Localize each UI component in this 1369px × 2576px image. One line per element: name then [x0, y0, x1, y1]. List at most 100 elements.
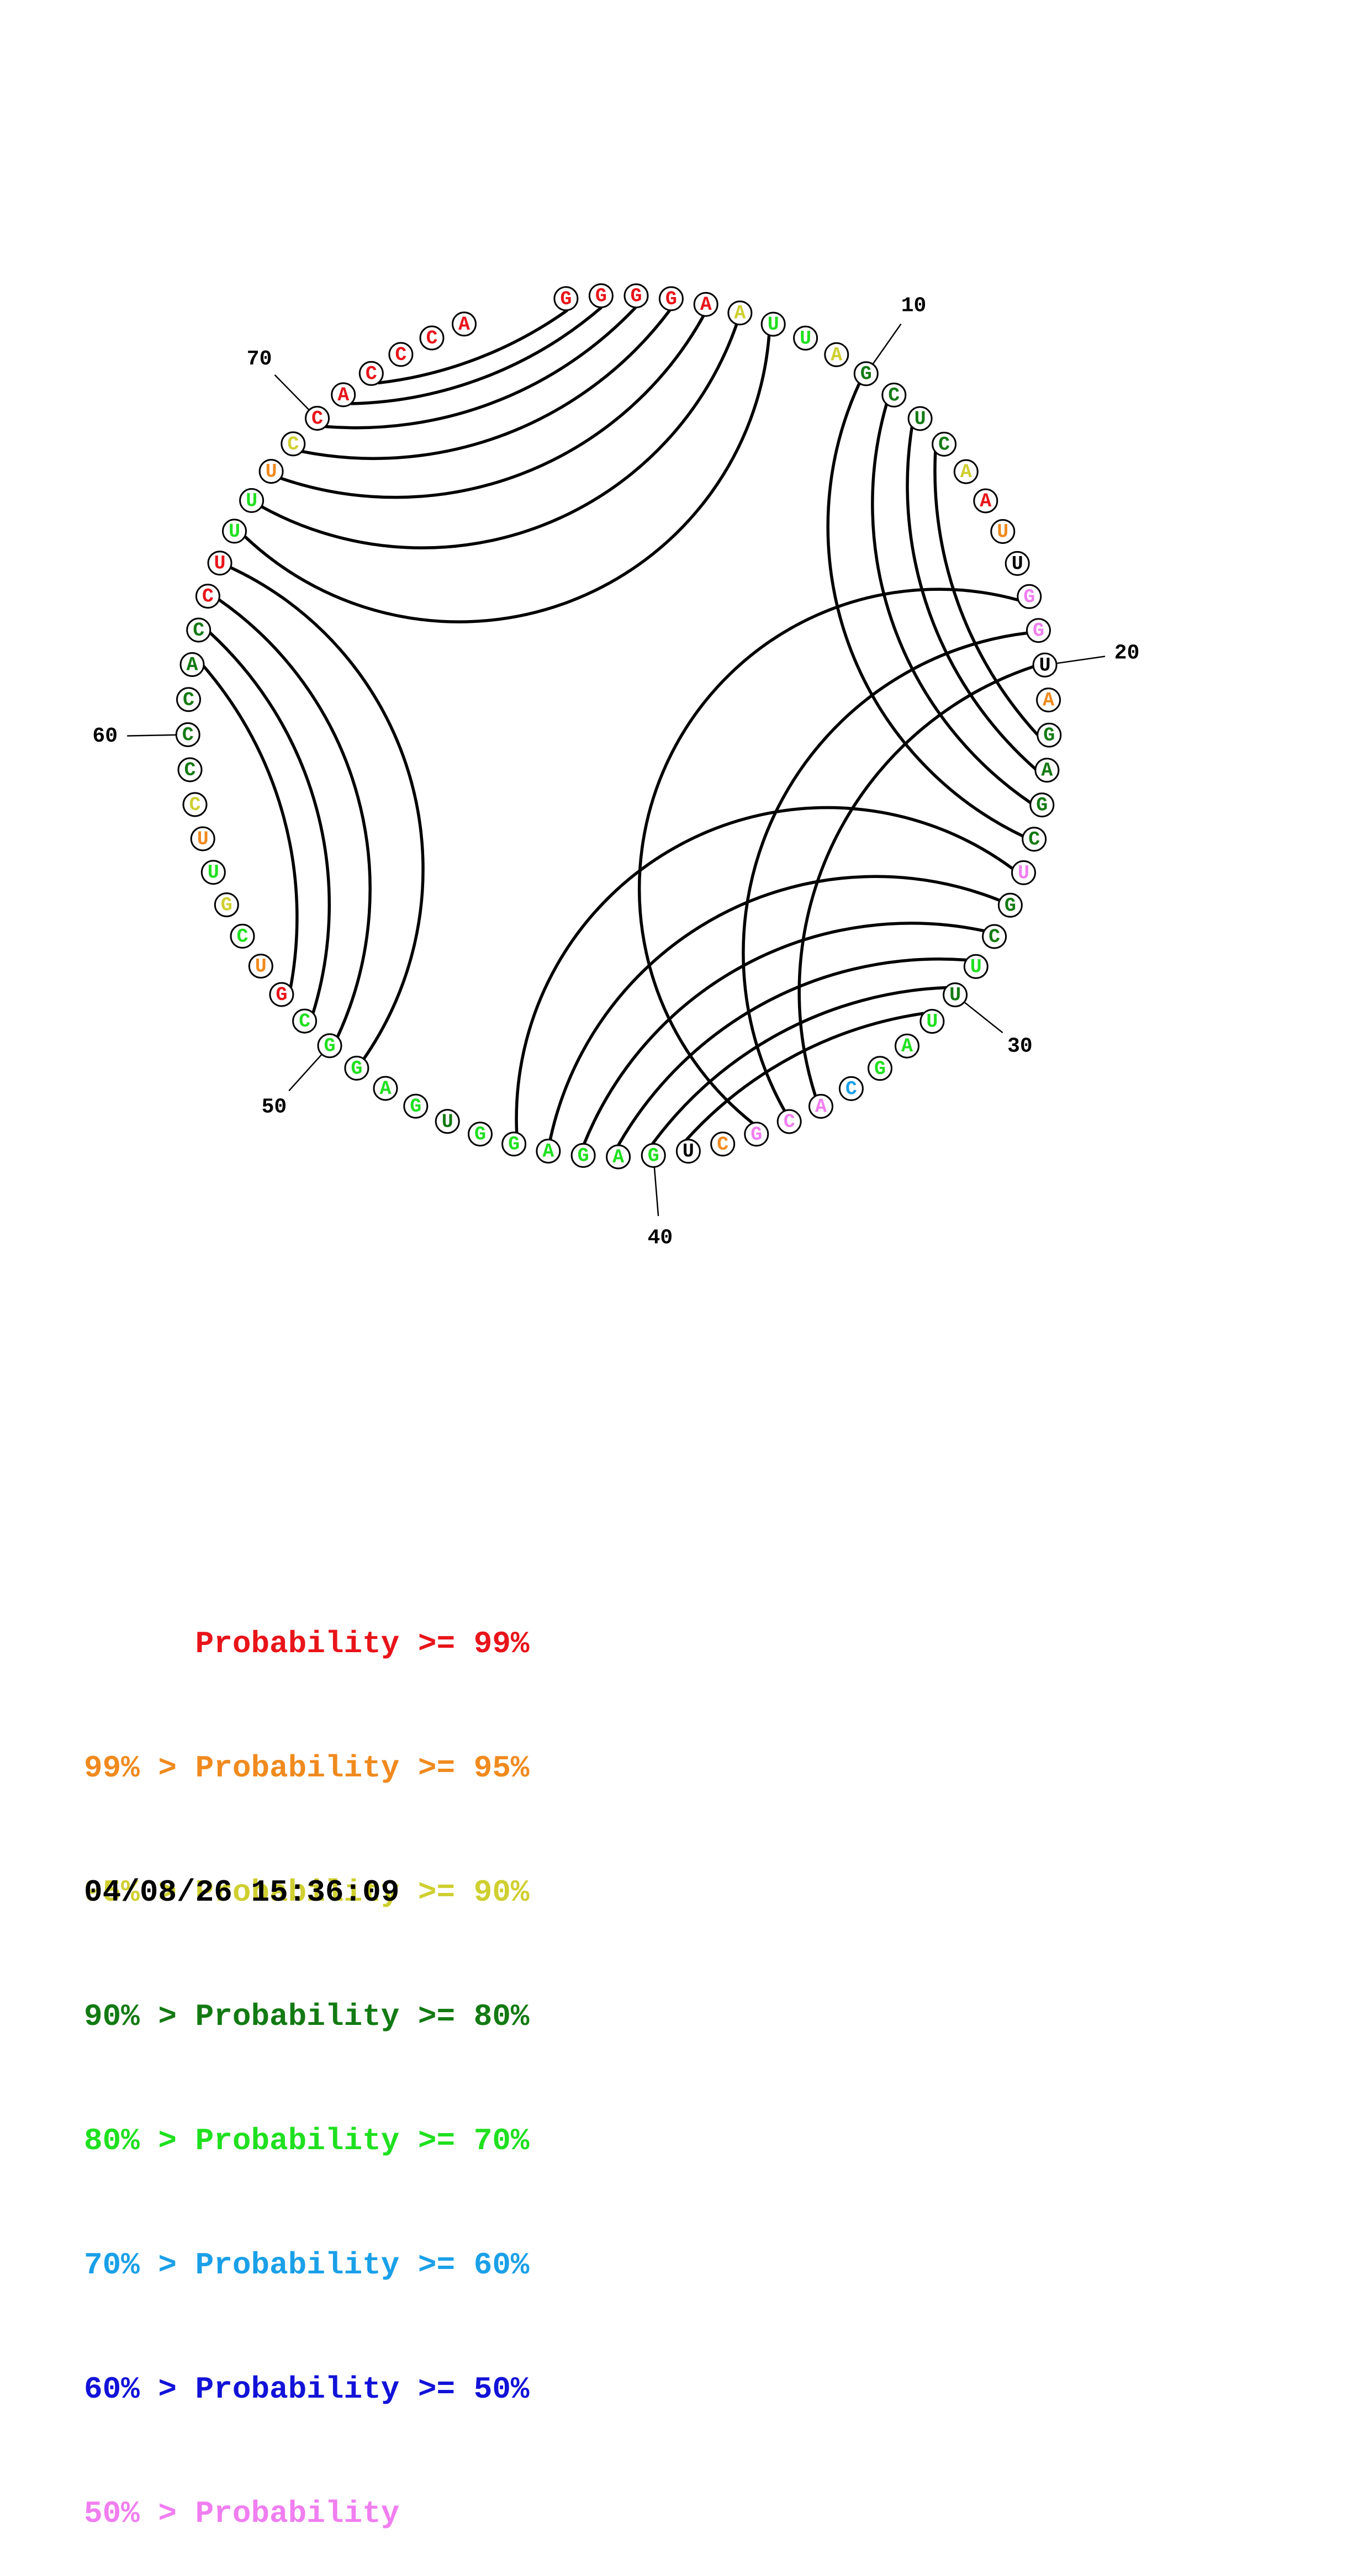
tick-line	[872, 323, 902, 365]
base-pair-arc	[218, 598, 372, 1038]
tick-line	[964, 1001, 1003, 1034]
tick-line	[127, 734, 177, 737]
nucleotide: A	[452, 311, 477, 337]
base-pair-arc	[933, 451, 1039, 736]
nucleotide-circle	[760, 311, 786, 337]
nucleotide-circle	[943, 982, 968, 1008]
nucleotide-circle	[919, 1009, 945, 1034]
nucleotide: G	[317, 1033, 342, 1059]
nucleotide: U	[1011, 860, 1036, 885]
nucleotide-circle	[373, 1076, 398, 1101]
nucleotide: U	[239, 488, 265, 513]
nucleotide-letter: A	[980, 490, 991, 512]
nucleotide: U	[990, 519, 1016, 544]
nucleotide-letter: C	[888, 384, 900, 406]
nucleotide: A	[1034, 758, 1060, 783]
nucleotide-letter: C	[236, 925, 248, 948]
base-pair-arc	[583, 922, 985, 1145]
nucleotide-letter: C	[193, 620, 204, 642]
nucleotide: G	[570, 1142, 596, 1168]
nucleotide-letter: U	[915, 408, 926, 430]
nucleotide: C	[710, 1131, 736, 1157]
base-pair-arc	[244, 335, 771, 623]
nucleotide-letter: U	[214, 553, 225, 575]
nucleotide-circle	[932, 431, 957, 457]
nucleotide: C	[419, 325, 445, 351]
nucleotide-circle	[623, 283, 649, 309]
tick-label: 40	[648, 1226, 673, 1250]
nucleotide: C	[881, 382, 907, 408]
nucleotide-letter: G	[508, 1134, 520, 1156]
nucleotide-letter: G	[1043, 724, 1055, 747]
nucleotide: C	[776, 1109, 802, 1134]
base-pair-arc	[871, 403, 1032, 805]
nucleotide: G	[1017, 584, 1042, 609]
nucleotide: C	[182, 792, 208, 817]
position-ticks: 10 20 30 40 50 60 70	[92, 294, 1139, 1250]
nucleotide-circle	[588, 283, 614, 309]
nucleotide-letter: A	[542, 1141, 554, 1163]
nucleotide-letter: U	[208, 862, 219, 884]
legend-entry-70-80: 80% > Probability >= 70%	[84, 2123, 530, 2159]
nucleotide-circle	[808, 1094, 833, 1119]
nucleotide-letter: A	[700, 294, 712, 316]
base-pair-arc	[351, 306, 602, 405]
nucleotide-letter: U	[229, 521, 240, 543]
nucleotide-circle	[606, 1144, 631, 1170]
nucleotide-letter: C	[717, 1134, 728, 1156]
nucleotide-circle	[1026, 618, 1051, 643]
nucleotide-circle	[269, 982, 294, 1007]
nucleotide: C	[932, 431, 957, 457]
nucleotide: A	[824, 342, 849, 367]
nucleotide-circle	[853, 361, 879, 387]
base-pair-arc	[685, 1012, 924, 1141]
nucleotide: G	[868, 1056, 892, 1081]
nucleotide-letter: C	[366, 363, 377, 385]
nucleotide: U	[258, 459, 284, 484]
nucleotide-ring: G G G G A AUUAGCUCAAUUGGUAGAGCUGCUUUAGCACGCUG…	[175, 283, 1062, 1170]
nucleotide-circle	[536, 1139, 561, 1164]
nucleotide-circle	[997, 892, 1023, 918]
nucleotide-circle	[1022, 827, 1047, 852]
nucleotide-letter: U	[949, 985, 961, 1007]
nucleotide-circle	[1032, 652, 1058, 678]
nucleotide: G	[744, 1122, 769, 1147]
nucleotide: C	[281, 431, 306, 457]
nucleotide: G	[658, 286, 684, 311]
nucleotide-circle	[641, 1142, 666, 1168]
nucleotide-circle	[838, 1076, 864, 1101]
nucleotide-letter: U	[997, 521, 1008, 543]
nucleotide-circle	[973, 488, 998, 514]
nucleotide: C	[292, 1008, 318, 1034]
nucleotide-letter: G	[351, 1057, 362, 1080]
nucleotide: G	[997, 892, 1023, 918]
nucleotide: G	[641, 1142, 666, 1168]
nucleotide-letter: C	[184, 759, 195, 781]
nucleotide: G	[853, 361, 879, 387]
nucleotide-circle	[435, 1109, 460, 1134]
base-pair-arc	[742, 631, 1028, 1112]
nucleotide: U	[943, 982, 968, 1008]
base-pair-arc	[209, 631, 331, 1014]
nucleotide-circle	[744, 1122, 769, 1147]
nucleotide-letter: G	[860, 363, 872, 385]
nucleotide: A	[895, 1033, 919, 1059]
timestamp: 04/08/26 15:36:09	[84, 1875, 400, 1910]
nucleotide-letter: G	[1023, 586, 1035, 608]
tick-label: 20	[1114, 642, 1140, 665]
base-pair-arc	[230, 566, 425, 1060]
base-pair-arc	[826, 382, 1024, 838]
nucleotide-letter: A	[831, 344, 842, 366]
nucleotide: G	[403, 1093, 429, 1119]
legend-entry-60-70: 70% > Probability >= 60%	[84, 2247, 530, 2283]
nucleotide: G	[553, 286, 579, 311]
nucleotide-circle	[344, 1055, 369, 1081]
nucleotide: G	[1029, 792, 1055, 818]
nucleotide-letter: A	[337, 384, 349, 406]
nucleotide: C	[230, 923, 255, 949]
nucleotide-letter: G	[665, 288, 677, 310]
nucleotide: U	[248, 954, 273, 979]
nucleotide-letter: U	[266, 461, 277, 483]
legend-entry-50-60: 60% > Probability >= 50%	[84, 2372, 530, 2407]
